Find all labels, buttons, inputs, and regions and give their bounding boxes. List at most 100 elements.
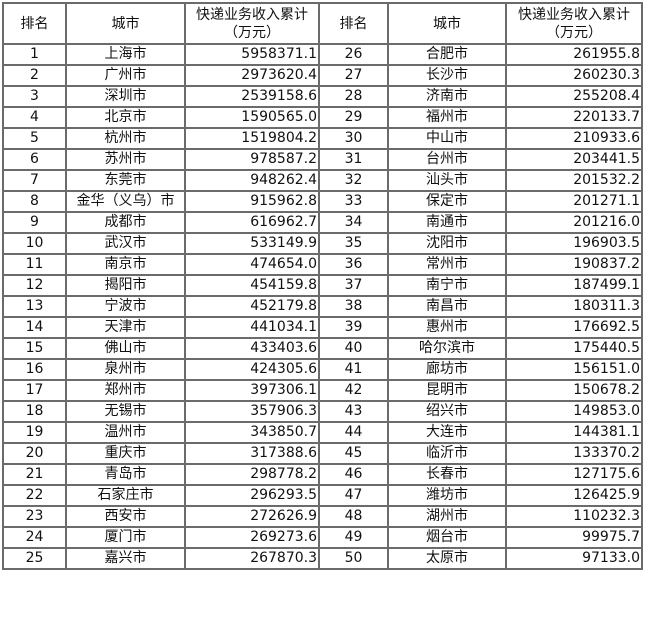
table-row: 8 金华（义乌）市 915962.8 33 保定市 201271.1 (2, 190, 643, 213)
city-cell: 北京市 (65, 106, 186, 129)
city-cell: 汕头市 (387, 169, 507, 192)
rank-cell: 36 (318, 253, 389, 276)
value-cell: 269273.6 (184, 526, 320, 549)
value-cell: 317388.6 (184, 442, 320, 465)
rank-cell: 7 (2, 169, 67, 192)
rank-cell: 43 (318, 400, 389, 423)
table-row: 1 上海市 5958371.1 26 合肥市 261955.8 (2, 43, 643, 66)
rank-cell: 20 (2, 442, 67, 465)
rank-cell: 38 (318, 295, 389, 318)
city-cell: 潍坊市 (387, 484, 507, 507)
table-row: 21 青岛市 298778.2 46 长春市 127175.6 (2, 463, 643, 486)
city-cell: 揭阳市 (65, 274, 186, 297)
value-cell: 180311.3 (505, 295, 643, 318)
value-cell: 441034.1 (184, 316, 320, 339)
city-cell: 石家庄市 (65, 484, 186, 507)
value-cell: 616962.7 (184, 211, 320, 234)
table-row: 25 嘉兴市 267870.3 50 太原市 97133.0 (2, 547, 643, 570)
table-row: 24 厦门市 269273.6 49 烟台市 99975.7 (2, 526, 643, 549)
rank-cell: 12 (2, 274, 67, 297)
city-cell: 杭州市 (65, 127, 186, 150)
rank-cell: 5 (2, 127, 67, 150)
city-cell: 西安市 (65, 505, 186, 528)
rank-cell: 3 (2, 85, 67, 108)
rank-cell: 48 (318, 505, 389, 528)
rank-cell: 1 (2, 43, 67, 66)
table-row: 7 东莞市 948262.4 32 汕头市 201532.2 (2, 169, 643, 192)
value-cell: 1590565.0 (184, 106, 320, 129)
value-cell: 99975.7 (505, 526, 643, 549)
city-cell: 金华（义乌）市 (65, 190, 186, 213)
rank-cell: 33 (318, 190, 389, 213)
rank-cell: 19 (2, 421, 67, 444)
rank-cell: 41 (318, 358, 389, 381)
value-cell: 201271.1 (505, 190, 643, 213)
header-value-line1: 快递业务收入累计 (196, 6, 308, 23)
city-cell: 温州市 (65, 421, 186, 444)
rank-cell: 14 (2, 316, 67, 339)
city-cell: 南宁市 (387, 274, 507, 297)
rank-cell: 39 (318, 316, 389, 339)
city-cell: 济南市 (387, 85, 507, 108)
rank-cell: 30 (318, 127, 389, 150)
table-row: 9 成都市 616962.7 34 南通市 201216.0 (2, 211, 643, 234)
value-cell: 261955.8 (505, 43, 643, 66)
table-row: 2 广州市 2973620.4 27 长沙市 260230.3 (2, 64, 643, 87)
rank-cell: 42 (318, 379, 389, 402)
city-cell: 长春市 (387, 463, 507, 486)
city-cell: 惠州市 (387, 316, 507, 339)
rank-cell: 22 (2, 484, 67, 507)
table-row: 18 无锡市 357906.3 43 绍兴市 149853.0 (2, 400, 643, 423)
value-cell: 452179.8 (184, 295, 320, 318)
rank-cell: 13 (2, 295, 67, 318)
rank-cell: 28 (318, 85, 389, 108)
table-row: 10 武汉市 533149.9 35 沈阳市 196903.5 (2, 232, 643, 255)
value-cell: 5958371.1 (184, 43, 320, 66)
city-cell: 保定市 (387, 190, 507, 213)
rank-cell: 21 (2, 463, 67, 486)
value-cell: 296293.5 (184, 484, 320, 507)
value-cell: 260230.3 (505, 64, 643, 87)
city-cell: 广州市 (65, 64, 186, 87)
table-row: 19 温州市 343850.7 44 大连市 144381.1 (2, 421, 643, 444)
city-cell: 太原市 (387, 547, 507, 570)
city-cell: 福州市 (387, 106, 507, 129)
table-row: 22 石家庄市 296293.5 47 潍坊市 126425.9 (2, 484, 643, 507)
table-row: 12 揭阳市 454159.8 37 南宁市 187499.1 (2, 274, 643, 297)
value-cell: 126425.9 (505, 484, 643, 507)
rank-cell: 46 (318, 463, 389, 486)
rank-cell: 35 (318, 232, 389, 255)
rank-cell: 27 (318, 64, 389, 87)
value-cell: 190837.2 (505, 253, 643, 276)
city-cell: 南通市 (387, 211, 507, 234)
table-row: 13 宁波市 452179.8 38 南昌市 180311.3 (2, 295, 643, 318)
rank-cell: 40 (318, 337, 389, 360)
value-cell: 2539158.6 (184, 85, 320, 108)
table-row: 15 佛山市 433403.6 40 哈尔滨市 175440.5 (2, 337, 643, 360)
rank-cell: 15 (2, 337, 67, 360)
value-cell: 915962.8 (184, 190, 320, 213)
city-cell: 南昌市 (387, 295, 507, 318)
city-cell: 上海市 (65, 43, 186, 66)
city-cell: 湖州市 (387, 505, 507, 528)
value-cell: 175440.5 (505, 337, 643, 360)
table-row: 11 南京市 474654.0 36 常州市 190837.2 (2, 253, 643, 276)
value-cell: 433403.6 (184, 337, 320, 360)
rank-cell: 34 (318, 211, 389, 234)
city-cell: 绍兴市 (387, 400, 507, 423)
city-cell: 东莞市 (65, 169, 186, 192)
city-cell: 厦门市 (65, 526, 186, 549)
rank-cell: 11 (2, 253, 67, 276)
rank-cell: 8 (2, 190, 67, 213)
value-cell: 978587.2 (184, 148, 320, 171)
rank-cell: 37 (318, 274, 389, 297)
city-cell: 重庆市 (65, 442, 186, 465)
rank-cell: 9 (2, 211, 67, 234)
header-value-line2: （万元） (224, 24, 280, 41)
value-cell: 397306.1 (184, 379, 320, 402)
city-cell: 合肥市 (387, 43, 507, 66)
rank-cell: 26 (318, 43, 389, 66)
value-cell: 201532.2 (505, 169, 643, 192)
table-row: 5 杭州市 1519804.2 30 中山市 210933.6 (2, 127, 643, 150)
rank-cell: 29 (318, 106, 389, 129)
